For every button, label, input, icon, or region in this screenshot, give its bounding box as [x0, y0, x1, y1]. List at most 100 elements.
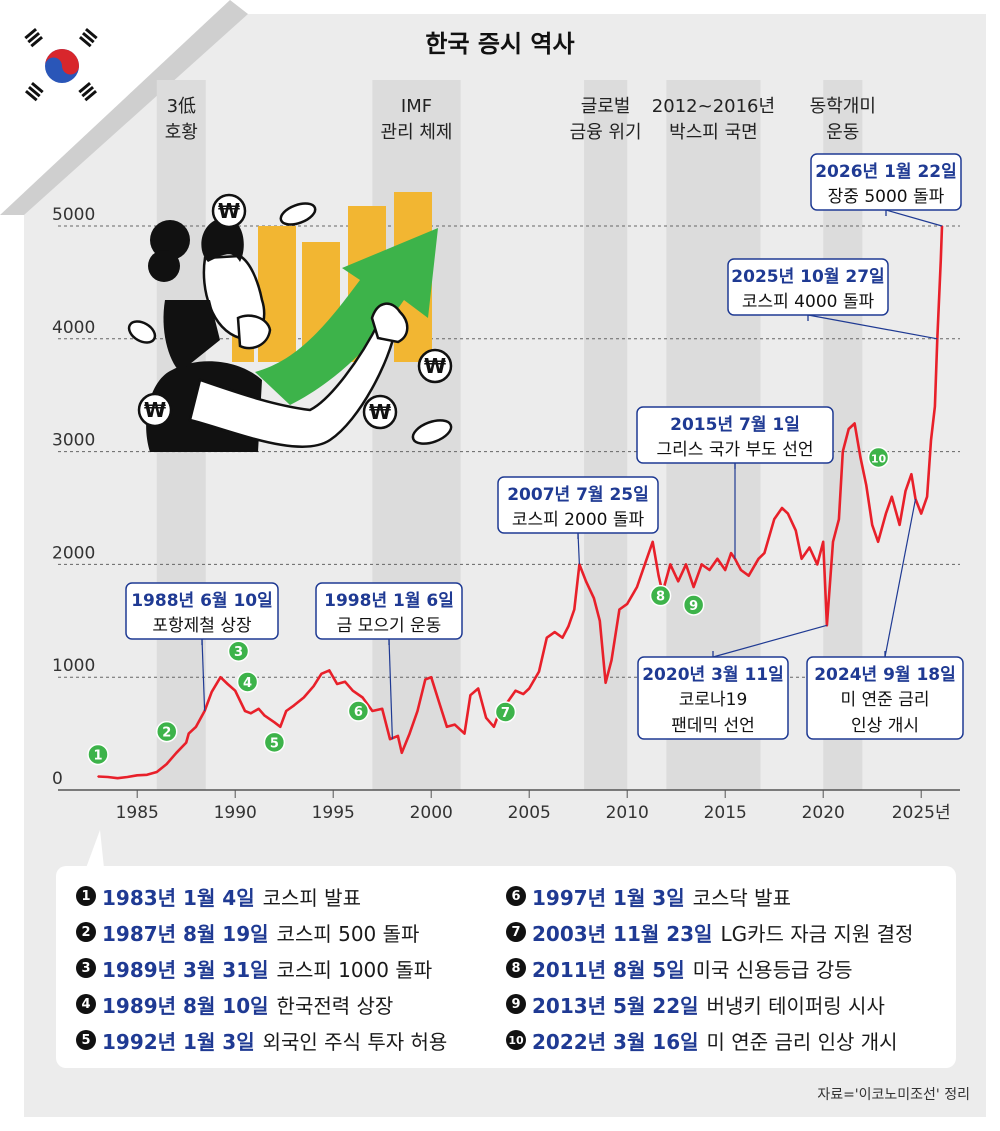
data-point — [910, 473, 913, 475]
data-point — [263, 714, 266, 717]
legend-number: 2 — [76, 922, 96, 942]
green-arrow-icon — [255, 228, 438, 405]
data-point — [538, 670, 540, 673]
event-marker-label: 7 — [501, 706, 510, 721]
data-point — [573, 608, 576, 611]
annotation-leaders — [201, 209, 943, 740]
data-point — [832, 541, 834, 543]
kospi-series — [97, 225, 944, 780]
data-point — [567, 625, 570, 628]
legend-number: 6 — [506, 886, 526, 906]
annotation-box — [636, 406, 834, 464]
y-tick-label: 1000 — [52, 656, 95, 676]
data-point — [561, 636, 564, 639]
legend-item: 10 2022년 3월 16일 미 연준 금리 인상 개시 — [506, 1024, 898, 1056]
data-point — [700, 563, 703, 566]
period-band-label: 동학개미 — [810, 96, 876, 117]
period-band-label: IMF — [401, 96, 432, 117]
data-point — [187, 732, 190, 735]
data-point — [930, 439, 932, 442]
legend-text: 코스피 1000 돌파 — [276, 957, 433, 982]
svg-text:₩: ₩ — [218, 199, 240, 223]
annotation-box — [806, 656, 964, 740]
data-point — [430, 676, 433, 678]
event-marker-2 — [155, 720, 178, 743]
source-note: 자료='이코노미조선' 정리 — [817, 1087, 970, 1103]
data-point — [934, 405, 936, 408]
legend-date: 1989년 8월 10일 — [102, 993, 269, 1018]
data-point — [446, 726, 448, 728]
data-point — [853, 422, 856, 425]
legend-date: 2022년 3월 16일 — [532, 1029, 699, 1054]
legend-item: 3 1989년 3월 31일 코스피 1000 돌파 — [76, 952, 432, 984]
data-point — [219, 676, 222, 678]
legend-item: 5 1992년 1월 3일 외국인 주식 투자 허용 — [76, 1024, 447, 1056]
data-point — [175, 751, 178, 754]
event-marker-5 — [263, 731, 286, 754]
data-point — [336, 683, 338, 685]
data-point — [463, 732, 466, 735]
annotation-box — [637, 656, 789, 740]
legend-date: 1992년 1월 3일 — [102, 1029, 255, 1054]
data-point — [685, 563, 687, 566]
y-tick-label: 0 — [52, 769, 63, 789]
event-marker-9 — [682, 594, 705, 616]
legend-text: 한국전력 상장 — [276, 993, 394, 1018]
annotation-text: 코로나19 — [679, 690, 748, 710]
data-point — [800, 557, 803, 560]
annotation-date: 2015년 7월 1일 — [670, 415, 800, 435]
data-point — [838, 518, 840, 521]
data-point — [598, 620, 601, 622]
data-point — [416, 710, 419, 712]
svg-text:₩: ₩ — [369, 400, 391, 424]
data-point — [553, 631, 556, 633]
data-point — [708, 569, 711, 571]
data-point — [794, 529, 797, 532]
legend-text: 미국 신용등급 강등 — [692, 957, 853, 982]
event-marker-8 — [649, 584, 672, 607]
legend-number: 5 — [76, 1030, 96, 1050]
data-point — [816, 563, 819, 566]
annotation-text: 미 연준 금리 — [840, 690, 929, 710]
data-point — [904, 490, 907, 492]
data-point — [293, 704, 295, 707]
event-marker-label: 10 — [871, 452, 887, 465]
data-point — [126, 776, 129, 778]
legend-number: 4 — [76, 994, 96, 1014]
data-point — [859, 456, 862, 459]
legend-text: 코스닥 발표 — [692, 885, 791, 910]
data-point — [453, 723, 456, 726]
data-point — [740, 569, 742, 571]
data-point — [146, 773, 148, 776]
period-band-label: 박스피 국면 — [669, 122, 758, 143]
event-marker-label: 3 — [234, 645, 243, 660]
event-marker-6 — [347, 700, 370, 722]
event-marker-label: 6 — [354, 705, 363, 720]
annotation-text: 금 모으기 운동 — [337, 616, 442, 636]
x-tick-label: 1995 — [312, 803, 355, 823]
data-point — [303, 696, 305, 699]
event-marker-label: 2 — [162, 726, 171, 741]
annotation-text: 장중 5000 돌파 — [828, 187, 945, 207]
legend-item: 4 1989년 8월 10일 한국전력 상장 — [76, 988, 393, 1020]
data-point — [593, 597, 595, 600]
event-markers: 1 2 3 4 5 6 7 8 9 10 — [87, 446, 890, 766]
legend-text: 코스피 500 돌파 — [276, 921, 420, 946]
x-tick-label: 2015 — [704, 803, 747, 823]
legend-number: 10 — [506, 1030, 526, 1050]
data-point — [604, 682, 607, 684]
y-axis: 0 1000 2000 3000 4000 5000 — [52, 205, 95, 789]
data-point — [401, 751, 403, 754]
annotation-text: 그리스 국가 부도 선언 — [657, 440, 814, 460]
data-point — [787, 512, 789, 515]
legend-number: 3 — [76, 958, 96, 978]
annotation-box — [810, 153, 962, 211]
annotation-text: 코스피 2000 돌파 — [512, 510, 645, 530]
period-band-label: 글로벌 — [581, 96, 631, 117]
data-point — [528, 687, 530, 690]
legend-item: 7 2003년 11월 23일 LG카드 자금 지원 결정 — [506, 916, 913, 948]
data-point — [677, 580, 679, 583]
annotation-box — [125, 582, 279, 640]
data-point — [885, 512, 887, 515]
